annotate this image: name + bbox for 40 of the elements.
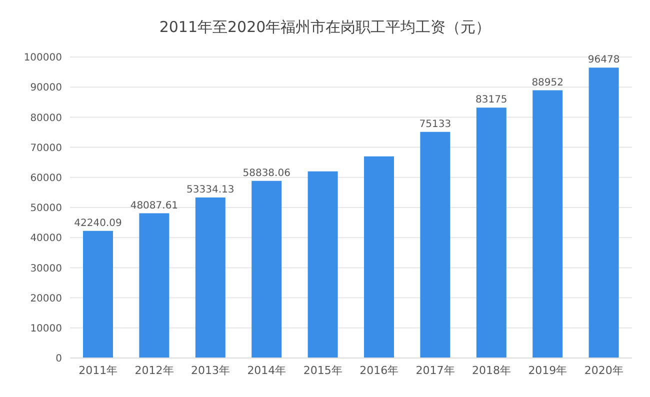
bar: [588, 68, 619, 358]
x-tick-label: 2019年: [528, 364, 568, 377]
x-tick-label: 2017年: [416, 364, 455, 377]
data-label: 75133: [419, 118, 452, 130]
y-tick-label: 90000: [30, 82, 62, 94]
bar: [252, 180, 282, 358]
bar: [308, 171, 338, 358]
x-tick-label: 2020年: [584, 364, 624, 377]
x-tick-label: 2012年: [134, 364, 174, 377]
data-label: 96478: [588, 54, 620, 66]
x-tick-label: 2013年: [191, 364, 230, 377]
x-tick-label: 2015年: [303, 364, 342, 377]
y-tick-label: 20000: [30, 293, 62, 304]
y-tick-label: 100000: [24, 52, 62, 64]
y-tick-label: 60000: [30, 172, 62, 184]
chart-title: 2011年至2020年福州市在岗职工平均工资（元）: [158, 17, 492, 38]
bar: [195, 197, 226, 358]
y-tick-label: 80000: [30, 112, 62, 124]
y-tick-label: 70000: [30, 142, 62, 154]
x-tick-label: 2011年: [78, 364, 118, 377]
data-label: 42240.09: [74, 218, 122, 229]
data-label: 83175: [475, 94, 508, 106]
data-label: 58838.06: [242, 168, 290, 179]
bar: [532, 90, 563, 358]
x-tick-label: 2016年: [360, 364, 399, 377]
x-tick-label: 2014年: [247, 364, 286, 377]
data-label: 53334.13: [186, 184, 234, 196]
bar: [364, 156, 394, 358]
bar: [139, 213, 170, 358]
y-tick-label: 30000: [30, 263, 62, 274]
x-tick-label: 2018年: [472, 364, 511, 377]
y-tick-label: 50000: [30, 203, 62, 214]
y-tick-label: 40000: [30, 233, 62, 244]
bar: [83, 230, 113, 358]
bar: [420, 132, 450, 358]
y-tick-label: 0: [56, 354, 62, 365]
bar: [476, 108, 506, 358]
data-label: 48087.61: [130, 200, 178, 212]
data-label: 88952: [532, 77, 564, 88]
y-tick-label: 10000: [30, 323, 62, 334]
